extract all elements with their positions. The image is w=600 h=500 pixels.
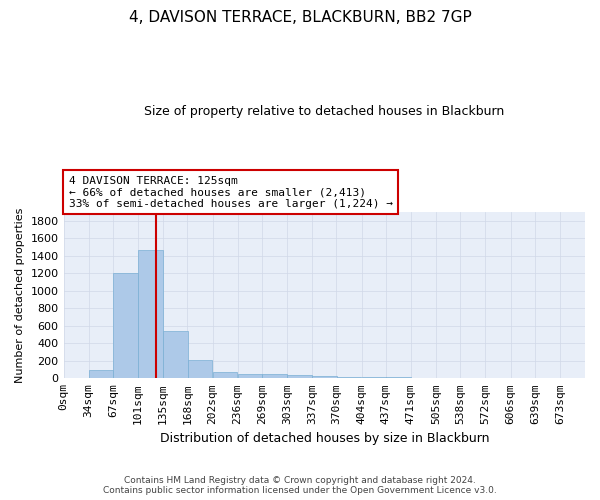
Bar <box>89 370 113 378</box>
Bar <box>337 376 361 378</box>
X-axis label: Distribution of detached houses by size in Blackburn: Distribution of detached houses by size … <box>160 432 489 445</box>
Bar <box>139 250 163 378</box>
Bar <box>188 360 212 378</box>
Bar <box>386 377 410 378</box>
Y-axis label: Number of detached properties: Number of detached properties <box>15 208 25 383</box>
Bar <box>362 377 386 378</box>
Text: 4 DAVISON TERRACE: 125sqm
← 66% of detached houses are smaller (2,413)
33% of se: 4 DAVISON TERRACE: 125sqm ← 66% of detac… <box>69 176 393 209</box>
Bar <box>262 374 287 378</box>
Bar <box>287 375 312 378</box>
Bar <box>163 331 188 378</box>
Bar <box>238 374 262 378</box>
Bar <box>213 372 237 378</box>
Bar <box>113 274 137 378</box>
Text: Contains HM Land Registry data © Crown copyright and database right 2024.
Contai: Contains HM Land Registry data © Crown c… <box>103 476 497 495</box>
Title: Size of property relative to detached houses in Blackburn: Size of property relative to detached ho… <box>144 105 505 118</box>
Bar <box>313 376 337 378</box>
Text: 4, DAVISON TERRACE, BLACKBURN, BB2 7GP: 4, DAVISON TERRACE, BLACKBURN, BB2 7GP <box>128 10 472 25</box>
